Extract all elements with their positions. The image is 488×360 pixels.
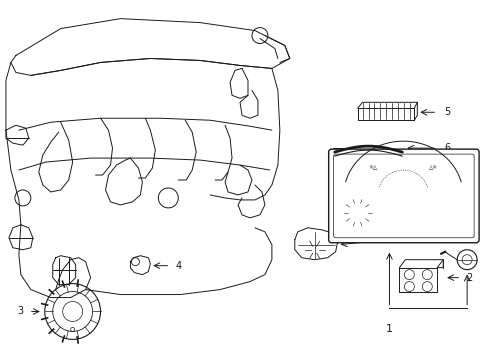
Text: 2: 2 [465, 273, 471, 283]
Text: 8: 8 [371, 235, 377, 245]
Text: 7: 7 [404, 208, 409, 218]
Text: 3: 3 [18, 306, 24, 316]
Text: 6: 6 [443, 143, 449, 153]
Text: ◬☼: ◬☼ [428, 166, 437, 171]
Text: 1: 1 [385, 324, 392, 334]
Text: 4: 4 [175, 261, 181, 271]
FancyBboxPatch shape [328, 149, 478, 243]
Text: ☼◬: ☼◬ [368, 166, 377, 171]
Text: 5: 5 [443, 107, 449, 117]
